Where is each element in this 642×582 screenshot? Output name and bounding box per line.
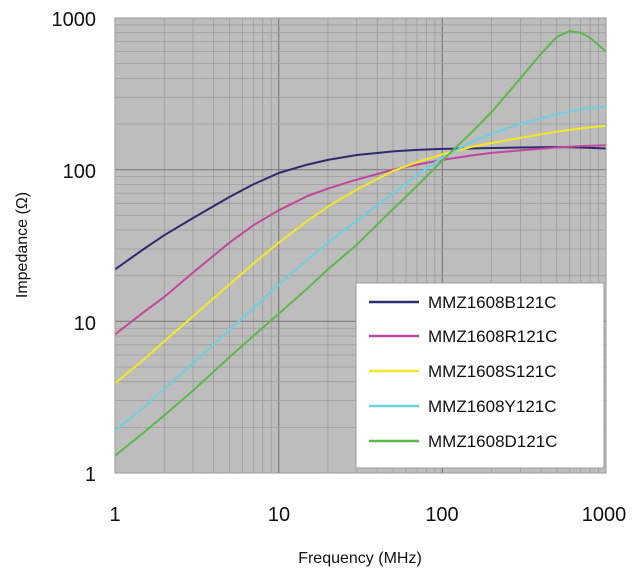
y-tick-label: 10 bbox=[74, 313, 96, 335]
x-tick-label: 100 bbox=[425, 504, 458, 526]
y-tick-label: 1 bbox=[85, 464, 96, 486]
series-line-mmz1608s121c bbox=[114, 124, 607, 385]
y-tick-label: 100 bbox=[63, 161, 96, 183]
x-tick-labels: 1 10 100 1000 bbox=[109, 504, 626, 526]
legend-label: MMZ1608Y121C bbox=[428, 397, 557, 416]
y-tick-labels: 1000 100 10 1 bbox=[52, 9, 97, 486]
legend: MMZ1608B121C MMZ1608R121C MMZ1608S121C M… bbox=[355, 282, 605, 469]
series-line-mmz1608b121c bbox=[114, 146, 607, 271]
series-line-mmz1608d121c bbox=[114, 30, 607, 457]
legend-label: MMZ1608S121C bbox=[428, 362, 557, 381]
x-tick-label: 10 bbox=[268, 504, 290, 526]
legend-label: MMZ1608R121C bbox=[428, 327, 557, 346]
legend-label: MMZ1608B121C bbox=[428, 293, 557, 312]
x-tick-label: 1000 bbox=[582, 504, 627, 526]
legend-label: MMZ1608D121C bbox=[428, 432, 557, 451]
x-tick-label: 1 bbox=[109, 504, 120, 526]
legend-box bbox=[355, 282, 605, 469]
series-lines bbox=[114, 30, 607, 457]
x-axis-title: Frequency (MHz) bbox=[298, 550, 422, 567]
y-axis-title: Impedance (Ω) bbox=[14, 192, 31, 298]
y-tick-label: 1000 bbox=[52, 9, 97, 31]
series-line-mmz1608r121c bbox=[114, 144, 607, 336]
series-line-mmz1608y121c bbox=[114, 105, 607, 432]
plot-border bbox=[114, 17, 607, 474]
